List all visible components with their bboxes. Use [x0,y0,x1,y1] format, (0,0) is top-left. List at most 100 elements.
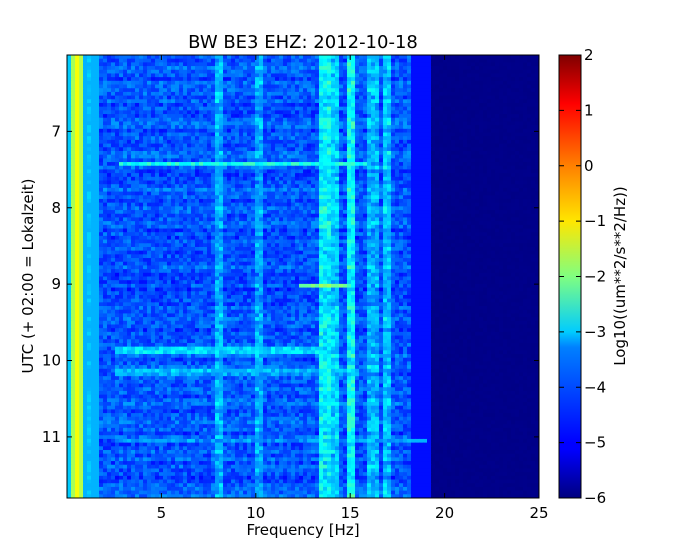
heatmap-cell [411,96,416,100]
heatmap-cell [423,121,428,125]
heatmap-cell [155,62,160,66]
heatmap-cell [319,103,324,107]
heatmap-cell [195,77,200,81]
heatmap-cell [279,158,284,162]
heatmap-cell [415,184,420,188]
heatmap-cell [355,81,360,85]
heatmap-cell [239,181,244,185]
heatmap-cell [107,155,112,159]
heatmap-cell [339,199,344,203]
heatmap-cell [455,173,460,177]
heatmap-cell [383,177,388,181]
heatmap-cell [83,206,88,210]
heatmap-cell [67,110,72,114]
heatmap-cell [487,173,492,177]
heatmap-cell [367,92,372,96]
heatmap-cell [175,166,180,170]
heatmap-cell [339,85,344,89]
heatmap-cell [331,158,336,162]
heatmap-cell [343,155,348,159]
heatmap-cell [167,103,172,107]
heatmap-cell [523,195,528,199]
heatmap-cell [83,129,88,133]
heatmap-cell [215,92,220,96]
heatmap-cell [131,99,136,103]
heatmap-cell [371,121,376,125]
heatmap-cell [263,181,268,185]
heatmap-cell [119,88,124,92]
heatmap-cell [323,103,328,107]
heatmap-cell [383,85,388,89]
heatmap-cell [111,99,116,103]
heatmap-cell [243,99,248,103]
heatmap-cell [475,77,480,81]
heatmap-cell [159,129,164,133]
heatmap-cell [495,151,500,155]
heatmap-cell [527,155,532,159]
heatmap-cell [123,85,128,89]
heatmap-cell [371,73,376,77]
heatmap-cell [135,59,140,63]
heatmap-cell [339,121,344,125]
heatmap-cell [259,181,264,185]
heatmap-cell [155,81,160,85]
heatmap-cell [447,199,452,203]
heatmap-cell [127,85,132,89]
heatmap-cell [479,136,484,140]
heatmap-cell [523,151,528,155]
heatmap-cell [519,103,524,107]
heatmap-cell [367,195,372,199]
heatmap-cell [343,107,348,111]
heatmap-cell [499,92,504,96]
heatmap-cell [127,59,132,63]
heatmap-cell [483,66,488,70]
heatmap-cell [483,140,488,144]
heatmap-cell [331,192,336,196]
heatmap-cell [99,92,104,96]
heatmap-cell [275,158,280,162]
heatmap-cell [443,81,448,85]
heatmap-cell [479,206,484,210]
heatmap-cell [443,151,448,155]
heatmap-cell [483,203,488,207]
heatmap-cell [255,133,260,137]
heatmap-cell [215,103,220,107]
heatmap-cell [259,173,264,177]
heatmap-cell [479,55,484,59]
heatmap-cell [351,173,356,177]
heatmap-cell [83,125,88,129]
heatmap-cell [379,195,384,199]
heatmap-cell [279,70,284,74]
heatmap-cell [359,85,364,89]
heatmap-cell [215,147,220,151]
heatmap-cell [463,136,468,140]
heatmap-cell [439,133,444,137]
heatmap-cell [95,158,100,162]
heatmap-cell [267,73,272,77]
heatmap-cell [119,125,124,129]
heatmap-cell [359,144,364,148]
heatmap-cell [115,88,120,92]
heatmap-cell [463,203,468,207]
heatmap-cell [263,92,268,96]
heatmap-cell [483,121,488,125]
heatmap-cell [67,199,72,203]
heatmap-cell [255,177,260,181]
heatmap-cell [99,96,104,100]
heatmap-cell [319,85,324,89]
heatmap-cell [295,181,300,185]
heatmap-cell [255,70,260,74]
heatmap-cell [427,92,432,96]
heatmap-cell [375,103,380,107]
heatmap-cell [515,133,520,137]
heatmap-cell [447,73,452,77]
heatmap-cell [447,169,452,173]
heatmap-cell [507,199,512,203]
heatmap-cell [475,199,480,203]
heatmap-cell [491,181,496,185]
heatmap-cell [199,129,204,133]
heatmap-cell [359,155,364,159]
heatmap-cell [347,59,352,63]
heatmap-cell [299,144,304,148]
heatmap-cell [179,55,184,59]
